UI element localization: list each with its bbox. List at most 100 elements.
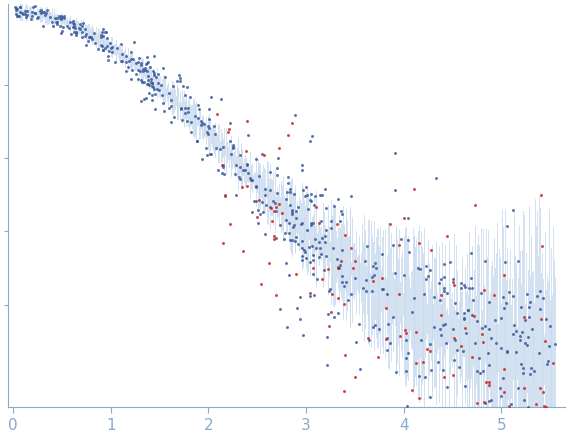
- Point: [130, 38, 139, 45]
- Point: [452, 310, 461, 317]
- Point: [305, 196, 314, 203]
- Point: [141, 94, 150, 101]
- Point: [90, 39, 100, 46]
- Point: [77, 33, 86, 40]
- Point: [143, 76, 152, 83]
- Point: [317, 218, 326, 225]
- Point: [309, 291, 318, 298]
- Point: [339, 387, 348, 394]
- Point: [59, 14, 68, 21]
- Point: [172, 77, 182, 84]
- Point: [134, 55, 143, 62]
- Point: [440, 321, 449, 328]
- Point: [411, 360, 420, 367]
- Point: [147, 80, 156, 87]
- Point: [347, 244, 356, 251]
- Point: [238, 248, 248, 255]
- Point: [402, 329, 411, 336]
- Point: [151, 90, 160, 97]
- Point: [178, 82, 187, 89]
- Point: [82, 42, 91, 49]
- Point: [71, 30, 80, 37]
- Point: [146, 76, 155, 83]
- Point: [334, 263, 343, 270]
- Point: [509, 322, 518, 329]
- Point: [218, 164, 228, 171]
- Point: [258, 208, 267, 215]
- Point: [251, 197, 260, 204]
- Point: [535, 288, 544, 295]
- Point: [292, 304, 302, 311]
- Point: [294, 240, 303, 247]
- Point: [479, 339, 488, 346]
- Point: [541, 337, 550, 344]
- Point: [485, 362, 494, 369]
- Point: [287, 208, 296, 215]
- Point: [471, 340, 480, 347]
- Point: [210, 123, 219, 130]
- Point: [545, 343, 554, 350]
- Point: [227, 150, 236, 157]
- Point: [181, 104, 190, 111]
- Point: [307, 242, 316, 249]
- Point: [137, 60, 146, 67]
- Point: [97, 31, 106, 38]
- Point: [184, 104, 193, 111]
- Point: [335, 218, 344, 225]
- Point: [382, 335, 391, 342]
- Point: [482, 378, 491, 385]
- Point: [101, 28, 110, 35]
- Point: [254, 172, 263, 179]
- Point: [134, 66, 143, 73]
- Point: [485, 398, 494, 405]
- Point: [402, 402, 411, 409]
- Point: [333, 264, 343, 271]
- Point: [298, 238, 307, 245]
- Point: [251, 182, 260, 189]
- Point: [142, 60, 151, 67]
- Point: [368, 262, 377, 269]
- Point: [175, 72, 184, 79]
- Point: [474, 355, 483, 362]
- Point: [69, 17, 78, 24]
- Point: [543, 415, 552, 422]
- Point: [456, 280, 465, 287]
- Point: [178, 117, 187, 124]
- Point: [34, 14, 43, 21]
- Point: [261, 186, 270, 193]
- Point: [218, 240, 228, 247]
- Point: [141, 64, 150, 71]
- Point: [373, 354, 382, 361]
- Point: [362, 243, 372, 250]
- Point: [508, 207, 517, 214]
- Point: [520, 385, 529, 392]
- Point: [299, 247, 308, 254]
- Point: [459, 316, 468, 323]
- Point: [283, 173, 292, 180]
- Point: [170, 114, 179, 121]
- Point: [311, 236, 320, 243]
- Point: [89, 30, 98, 37]
- Point: [359, 285, 368, 292]
- Point: [523, 291, 532, 298]
- Point: [367, 288, 376, 295]
- Point: [176, 106, 185, 113]
- Point: [65, 25, 74, 32]
- Point: [389, 314, 398, 321]
- Point: [118, 58, 127, 65]
- Point: [325, 288, 334, 295]
- Point: [302, 255, 311, 262]
- Point: [149, 85, 158, 92]
- Point: [535, 305, 544, 312]
- Point: [536, 191, 545, 198]
- Point: [480, 399, 489, 406]
- Point: [415, 239, 424, 246]
- Point: [324, 266, 333, 273]
- Point: [549, 360, 558, 367]
- Point: [306, 258, 315, 265]
- Point: [490, 292, 499, 299]
- Point: [142, 81, 151, 88]
- Point: [347, 193, 356, 200]
- Point: [66, 31, 75, 38]
- Point: [477, 331, 486, 338]
